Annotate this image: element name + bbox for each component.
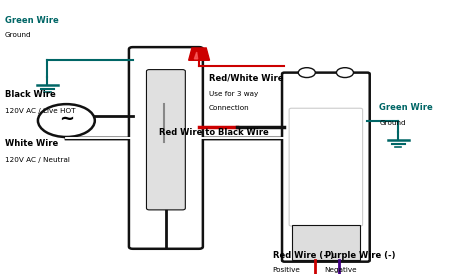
FancyBboxPatch shape [129,47,203,249]
FancyBboxPatch shape [289,108,363,226]
Text: ~: ~ [59,110,74,128]
Text: Ground: Ground [379,120,406,126]
FancyBboxPatch shape [282,73,370,262]
Bar [292,225,360,260]
FancyBboxPatch shape [146,70,185,210]
Text: Red Wire to Black Wire: Red Wire to Black Wire [159,128,269,137]
Text: Negative: Negative [325,267,357,273]
Text: White Wire: White Wire [5,139,58,148]
Text: Purple Wire (-): Purple Wire (-) [325,251,395,260]
Text: Green Wire: Green Wire [379,103,433,112]
Text: Green Wire: Green Wire [5,16,58,25]
Polygon shape [189,48,210,60]
Text: Red/White Wire: Red/White Wire [209,73,283,82]
Circle shape [337,68,354,78]
Text: Black Wire: Black Wire [5,90,55,99]
Text: 120V AC / Live HOT: 120V AC / Live HOT [5,108,75,114]
Text: Red Wire (+): Red Wire (+) [273,251,334,260]
Circle shape [298,68,315,78]
Text: Use for 3 way: Use for 3 way [209,91,258,97]
Polygon shape [194,52,198,59]
Text: Positive: Positive [273,267,301,273]
Text: 120V AC / Neutral: 120V AC / Neutral [5,157,70,163]
Text: Ground: Ground [5,32,31,38]
Circle shape [38,104,95,137]
Text: Connection: Connection [209,105,249,111]
